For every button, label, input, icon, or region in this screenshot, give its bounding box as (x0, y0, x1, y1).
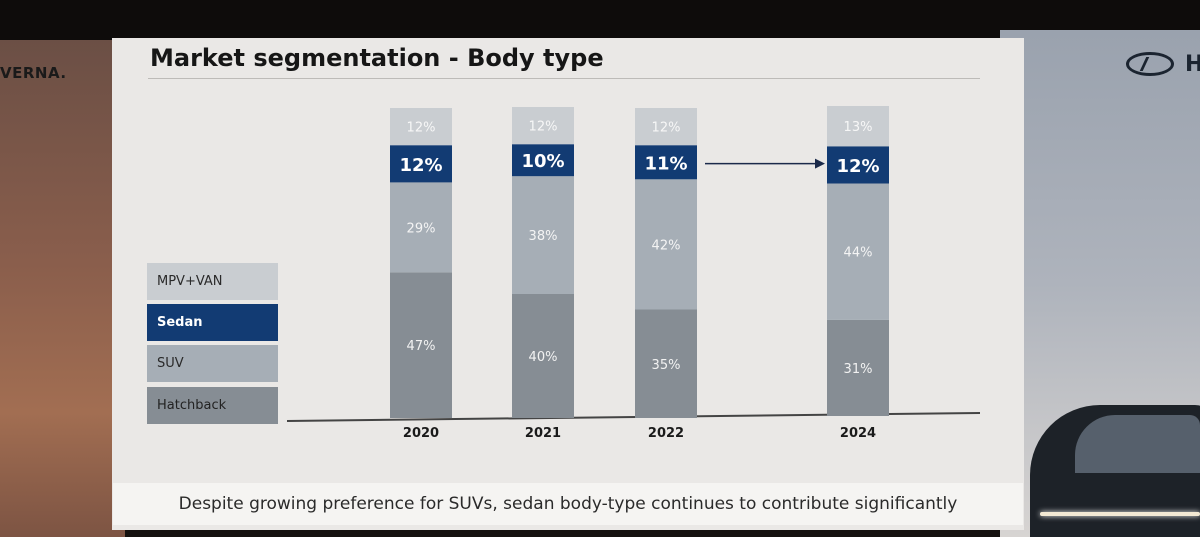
bar-segment-hatchback-2021 (512, 294, 574, 418)
bar-segment-hatchback-2022 (635, 309, 697, 418)
legend-suv: SUV (147, 345, 278, 382)
legend-label: Hatchback (157, 398, 227, 413)
title-divider (148, 78, 980, 79)
car-window (1075, 415, 1200, 473)
bar-segment-suv-2022 (635, 179, 697, 310)
data-label-hatchback-2020: 47% (407, 339, 436, 354)
bar-segment-hatchback-2024 (827, 319, 889, 416)
car-light-bar (1040, 512, 1200, 516)
data-label-hatchback-2024: 31% (844, 362, 873, 377)
bar-segment-mpv-van-2020 (390, 108, 452, 146)
slide-footer: Despite growing preference for SUVs, sed… (113, 483, 1023, 525)
stage-left-backdrop (0, 40, 125, 537)
annotation-arrow-head (815, 158, 825, 169)
bar-segment-suv-2021 (512, 176, 574, 294)
legend-sedan: Sedan (147, 304, 278, 341)
data-label-suv-2021: 38% (529, 229, 558, 244)
bar-segment-sedan-2020 (390, 145, 452, 183)
slide-title: Market segmentation - Body type (150, 44, 604, 72)
bar-segment-sedan-2024 (827, 146, 889, 184)
bar-segment-suv-2020 (390, 182, 452, 273)
x-tick-label-2020: 2020 (403, 426, 439, 441)
data-label-suv-2024: 44% (844, 246, 873, 261)
bar-segment-sedan-2022 (635, 145, 697, 180)
x-tick-label-2024: 2024 (840, 426, 876, 441)
hyundai-logo-icon (1126, 52, 1174, 76)
data-label-suv-2020: 29% (407, 221, 436, 236)
data-label-sedan-2024: 12% (836, 156, 879, 177)
verna-logo: VERNA. (0, 64, 67, 82)
data-label-mpv-van-2022: 12% (652, 121, 681, 136)
data-label-sedan-2020: 12% (399, 155, 442, 176)
data-label-suv-2022: 42% (652, 238, 681, 253)
legend-hatchback: Hatchback (147, 387, 278, 424)
legend-mpv-van: MPV+VAN (147, 263, 278, 300)
legend-label: SUV (157, 356, 184, 371)
bar-segment-mpv-van-2022 (635, 108, 697, 146)
data-label-hatchback-2022: 35% (652, 358, 681, 373)
data-label-mpv-van-2020: 12% (407, 121, 436, 136)
x-tick-label-2022: 2022 (648, 426, 684, 441)
hyundai-logo-text: H (1185, 52, 1200, 77)
x-tick-label-2021: 2021 (525, 426, 561, 441)
legend-label: Sedan (157, 315, 203, 330)
bar-segment-suv-2024 (827, 183, 889, 320)
data-label-sedan-2021: 10% (521, 151, 564, 172)
data-label-mpv-van-2024: 13% (844, 120, 873, 135)
bar-segment-hatchback-2020 (390, 272, 452, 418)
data-label-sedan-2022: 11% (644, 153, 687, 174)
bar-segment-mpv-van-2021 (512, 107, 574, 145)
footer-text: Despite growing preference for SUVs, sed… (178, 494, 958, 514)
data-label-hatchback-2021: 40% (529, 350, 558, 365)
bar-segment-mpv-van-2024 (827, 106, 889, 147)
data-label-mpv-van-2021: 12% (529, 120, 558, 135)
bar-segment-sedan-2021 (512, 144, 574, 177)
legend-label: MPV+VAN (157, 274, 223, 289)
